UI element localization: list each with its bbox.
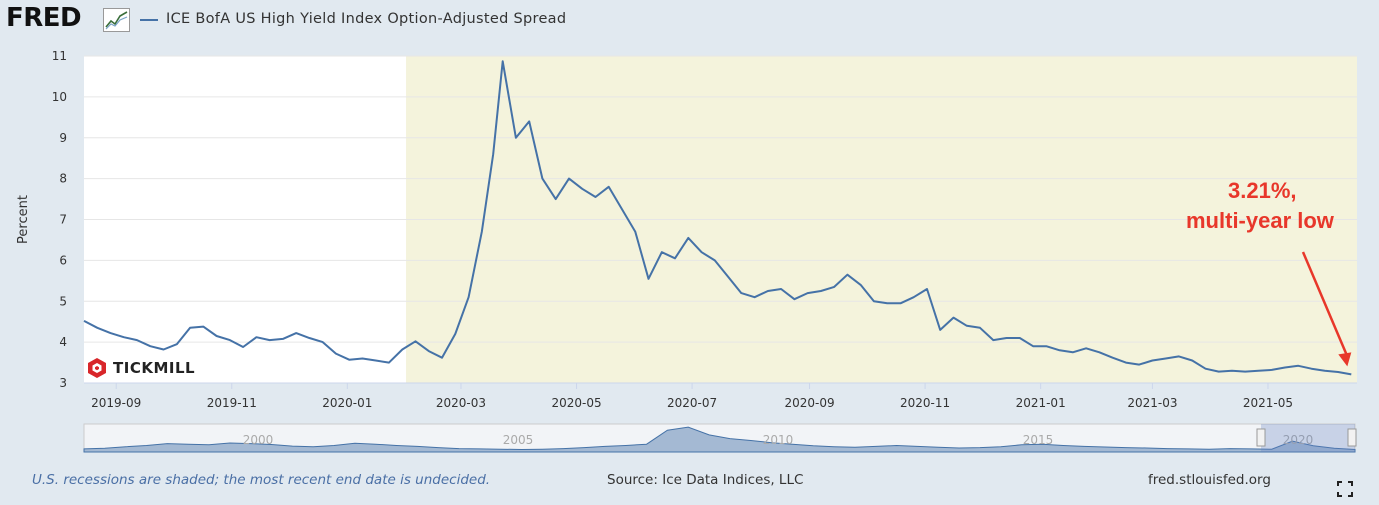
y-tick-label: 8 xyxy=(59,172,67,186)
x-tick-label: 2019-11 xyxy=(207,396,257,410)
navigator-label: 2005 xyxy=(503,433,534,447)
y-tick-label: 5 xyxy=(59,294,67,308)
navigator-handle[interactable] xyxy=(1347,428,1357,447)
navigator-series xyxy=(83,426,1356,453)
y-axis-label: Percent xyxy=(16,195,31,244)
annotation-value: 3.21%, xyxy=(1228,178,1297,203)
site-link[interactable]: fred.stlouisfed.org xyxy=(1148,472,1271,488)
x-tick-label: 2020-03 xyxy=(436,396,486,410)
y-tick-label: 9 xyxy=(59,131,67,145)
watermark-text: TICKMILL xyxy=(113,359,196,377)
x-tick-label: 2020-05 xyxy=(551,396,601,410)
chart-icon xyxy=(103,8,130,32)
navigator-track[interactable] xyxy=(83,423,1356,453)
navigator-label: 2000 xyxy=(243,433,274,447)
annotation-arrow xyxy=(1301,251,1349,357)
chart-header: FRED ICE BofA US High Yield Index Option… xyxy=(0,0,1379,44)
navigator-handle[interactable] xyxy=(1256,428,1266,447)
navigator-label: 2010 xyxy=(763,433,794,447)
x-tick-label: 2019-09 xyxy=(91,396,141,410)
series-line[interactable] xyxy=(83,60,1352,376)
annotation-arrow-group xyxy=(1301,251,1352,367)
x-tick-label: 2020-01 xyxy=(322,396,372,410)
source-text: Source: Ice Data Indices, LLC xyxy=(607,472,804,488)
y-tick-label: 3 xyxy=(59,376,67,390)
fullscreen-icon[interactable] xyxy=(1337,481,1353,497)
navigator-selection[interactable] xyxy=(1261,424,1355,452)
x-tick-label: 2021-05 xyxy=(1243,396,1293,410)
annotation-text: multi-year low xyxy=(1186,208,1334,233)
x-tick-label: 2021-03 xyxy=(1127,396,1177,410)
x-tick-label: 2020-07 xyxy=(667,396,717,410)
legend-swatch xyxy=(140,19,158,21)
y-tick-label: 4 xyxy=(59,335,67,349)
y-tick-label: 7 xyxy=(59,213,67,227)
navigator[interactable]: 2000 2005 2010 2015 2020 xyxy=(83,423,1357,453)
series-line-group xyxy=(83,60,1352,376)
tickmill-logo-icon xyxy=(88,358,106,378)
fred-logo[interactable]: FRED xyxy=(6,3,82,33)
navigator-label: 2020 xyxy=(1283,433,1314,447)
legend-label[interactable]: ICE BofA US High Yield Index Option-Adju… xyxy=(166,11,567,27)
chart-area[interactable]: 3 4 5 6 7 8 9 10 11 Percent 2019-09 2019-11 2020-01… xyxy=(0,44,1379,459)
annotation-arrowhead xyxy=(1338,352,1352,367)
y-tick-label: 11 xyxy=(52,49,67,63)
y-tick-label: 10 xyxy=(52,90,67,104)
recession-note: U.S. recessions are shaded; the most rec… xyxy=(32,472,491,488)
watermark: TICKMILL xyxy=(86,355,202,381)
y-tick-label: 6 xyxy=(59,253,67,267)
x-tick-label: 2020-11 xyxy=(900,396,950,410)
y-axis: 3 4 5 6 7 8 9 10 11 Percent xyxy=(16,49,67,390)
x-tick-label: 2020-09 xyxy=(784,396,834,410)
x-tick-label: 2021-01 xyxy=(1016,396,1066,410)
x-axis: 2019-09 2019-11 2020-01 2020-03 2020-05 2020-… xyxy=(84,382,1357,410)
navigator-label: 2015 xyxy=(1023,433,1054,447)
